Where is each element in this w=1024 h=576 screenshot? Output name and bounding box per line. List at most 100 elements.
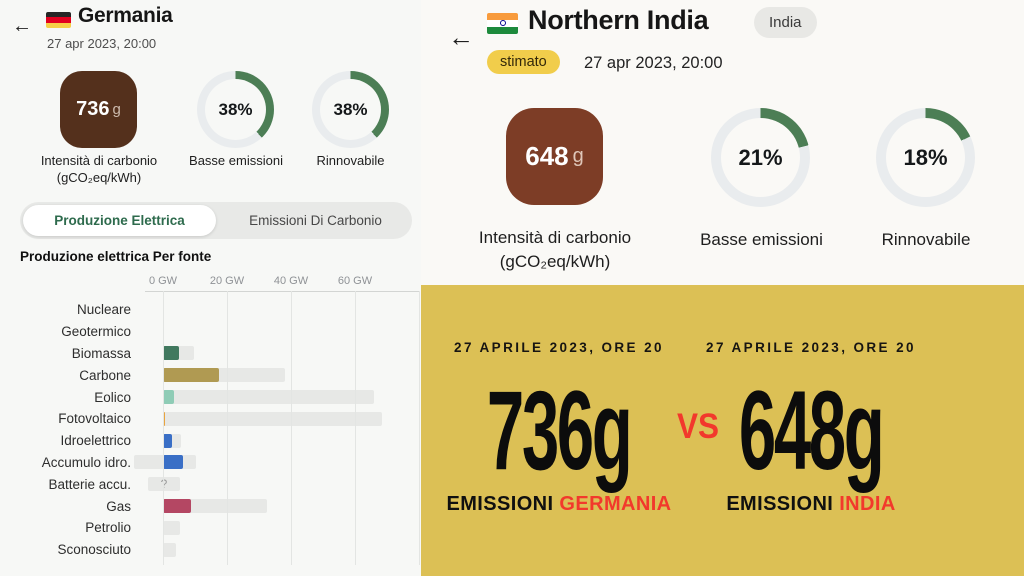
chart-row-label: Accumulo idro. (41, 454, 131, 470)
chart-row-label: Nucleare (76, 302, 131, 318)
chart-row-label: Biomassa (71, 345, 131, 361)
chart-row: Fotovoltaico (0, 408, 421, 430)
low-emissions-gauge: 21% (711, 108, 810, 207)
carbon-intensity-number: 648 (525, 141, 569, 171)
carbon-intensity-value: 736 g (60, 71, 137, 148)
chart-row: Petrolio (0, 517, 421, 539)
low-emissions-label: Basse emissioni (189, 153, 283, 168)
carbon-intensity-value: 648 g (506, 108, 603, 205)
flag-stripe (46, 12, 71, 18)
chart-row-label: Geotermico (61, 324, 131, 340)
low-emissions-gauge: 38% (197, 71, 274, 148)
capacity-bar (163, 520, 180, 535)
chart-axis-line (145, 291, 419, 292)
chart-row-track (145, 368, 421, 383)
production-bar (163, 368, 219, 383)
flag-stripe (46, 17, 71, 23)
flag-stripe (487, 26, 518, 34)
label-line: Intensità di carbonio (478, 228, 632, 247)
renewable-label: Rinnovabile (316, 153, 385, 168)
datetime-label: 27 apr 2023, 20:00 (584, 54, 723, 72)
chart-row: Nucleare (0, 299, 421, 321)
renewable-gauge: 18% (876, 108, 975, 207)
chart-row: Sconosciuto (0, 539, 421, 561)
chart-row-label: Fotovoltaico (58, 411, 131, 427)
capacity-bar (163, 411, 383, 426)
chart-row-track (145, 303, 421, 317)
gauge-value: 38% (320, 79, 381, 140)
carbon-intensity-label: Intensità di carbonio (gCO₂eq/kWh) (18, 152, 180, 186)
chart-row: Carbone (0, 364, 421, 386)
chart-row-track (145, 390, 421, 405)
chart-row-track (145, 325, 421, 339)
chart-row-label: Sconosciuto (57, 542, 131, 558)
country-badge[interactable]: India (754, 7, 817, 38)
renewable-label: Rinnovabile (881, 230, 971, 249)
label-line: Intensità di carbonio (40, 153, 158, 168)
chart-row: Biomassa (0, 343, 421, 365)
flag-stripe (487, 19, 518, 27)
chart-gridline (355, 291, 356, 565)
emissions-comparison-card: 27 APRILE 2023, ORE 20 736g EMISSIONI GE… (421, 285, 1024, 576)
chart-row: Geotermico (0, 321, 421, 343)
production-bar (163, 390, 174, 405)
chart-row: Idroelettrico (0, 430, 421, 452)
india-flag-icon (487, 13, 518, 34)
zone-title: Germania (78, 4, 173, 27)
chart-row-label: Batterie accu. (48, 476, 131, 492)
chart-gridline (227, 291, 228, 565)
label-prefix: EMISSIONI (726, 493, 840, 515)
chart-row-label: Eolico (94, 389, 131, 405)
back-arrow-icon[interactable]: ← (12, 15, 32, 37)
production-bar (163, 499, 192, 514)
segmented-tabs: Produzione Elettrica Emissioni Di Carbon… (20, 202, 412, 239)
production-bar (163, 346, 179, 361)
datetime-label: 27 apr 2023, 20:00 (47, 36, 157, 51)
tab-electricity-production[interactable]: Produzione Elettrica (23, 205, 216, 236)
comparison-label-germany: EMISSIONI GERMANIA (429, 493, 689, 516)
chart-row-track (145, 433, 421, 448)
low-emissions-label: Basse emissioni (700, 230, 823, 249)
axis-tick-label: 20 GW (209, 275, 245, 287)
chart-gridline (163, 291, 164, 565)
label-line: (gCO₂eq/kWh) (56, 170, 142, 185)
germany-panel: ← Germania 27 apr 2023, 20:00 736 g Inte… (0, 0, 421, 576)
chart-row-track: ? (145, 477, 421, 492)
tab-carbon-emissions[interactable]: Emissioni Di Carbonio (249, 213, 382, 228)
chart-row-label: Gas (106, 498, 131, 514)
comparison-value-germany: 736g (487, 368, 633, 493)
chart-row-track (145, 520, 421, 535)
chart-row-label: Carbone (79, 367, 131, 383)
production-bar (163, 433, 172, 448)
comparison-date: 27 APRILE 2023, ORE 20 (706, 340, 916, 355)
estimated-badge: stimato (487, 50, 560, 74)
chakra-icon (499, 20, 506, 27)
chart-row-label: Idroelettrico (60, 433, 131, 449)
label-country: INDIA (839, 493, 896, 515)
back-arrow-icon[interactable]: ← (448, 22, 474, 52)
gauge-value: 21% (721, 118, 800, 197)
chart-title: Produzione elettrica Per fonte (20, 249, 212, 264)
vs-label: VS (676, 407, 720, 446)
germany-flag-icon (46, 12, 71, 28)
gauge-value: 38% (205, 79, 266, 140)
carbon-intensity-label: Intensità di carbonio (gCO₂eq/kWh) (461, 226, 649, 274)
comparison-value-india: 648g (739, 368, 885, 493)
chart-gridline (419, 291, 420, 565)
axis-tick-label: 60 GW (337, 275, 373, 287)
production-bar-chart: Nucleare Geotermico Biomassa Carbone Eolico F… (0, 272, 421, 572)
carbon-intensity-unit: g (572, 145, 584, 167)
chart-row: Eolico (0, 386, 421, 408)
comparison-date: 27 APRILE 2023, ORE 20 (454, 340, 664, 355)
chart-row: Accumulo idro. (0, 452, 421, 474)
zone-title: Northern India (528, 5, 709, 35)
capacity-bar (163, 390, 375, 405)
flag-stripe (487, 13, 518, 20)
chart-row: Gas (0, 495, 421, 517)
chart-row-track (145, 542, 421, 557)
axis-tick-label: 40 GW (273, 275, 309, 287)
chart-row-track (145, 411, 421, 426)
comparison-label-india: EMISSIONI INDIA (681, 493, 941, 516)
chart-row-track (145, 346, 421, 361)
capacity-bar (163, 542, 176, 557)
